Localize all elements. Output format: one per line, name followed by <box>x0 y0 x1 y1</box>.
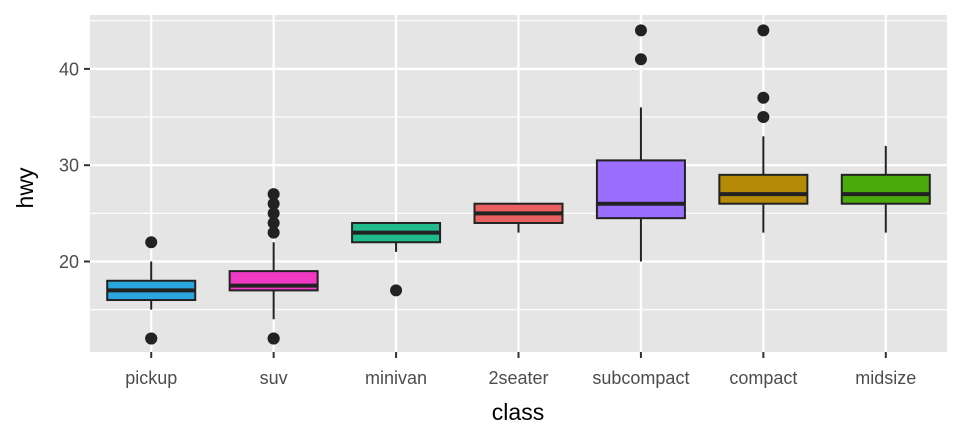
x-axis-title: class <box>492 399 544 425</box>
box-pickup <box>106 236 197 345</box>
x-tick-label: compact <box>729 368 797 388</box>
outlier-point <box>267 188 280 201</box>
outlier-point <box>757 111 770 124</box>
box-suv <box>228 188 319 345</box>
outlier-point <box>267 226 280 239</box>
boxes <box>106 24 931 345</box>
outlier-point <box>390 284 403 297</box>
outlier-point <box>145 236 158 249</box>
x-tick-label: suv <box>260 368 288 388</box>
outlier-point <box>145 332 158 345</box>
outlier-point <box>757 91 770 104</box>
x-tick-label: subcompact <box>592 368 689 388</box>
box-midsize <box>840 145 931 233</box>
y-axis: 20 30 40 <box>59 59 90 272</box>
y-tick-label: 20 <box>59 252 79 272</box>
outlier-point <box>757 24 770 37</box>
box-minivan <box>351 221 442 297</box>
x-tick-label: midsize <box>855 368 916 388</box>
outlier-point <box>267 216 280 229</box>
outlier-point <box>267 332 280 345</box>
x-tick-label: pickup <box>125 368 177 388</box>
box-2seater <box>473 202 564 233</box>
box-body <box>718 173 809 205</box>
x-tick-label: minivan <box>365 368 427 388</box>
y-axis-title: hwy <box>12 167 38 208</box>
y-tick-label: 40 <box>59 59 79 79</box>
box-compact <box>718 24 809 233</box>
outlier-point <box>634 24 647 37</box>
x-axis: pickup suv minivan 2seater subcompact compact… <box>125 352 916 388</box>
x-tick-label: 2seater <box>488 368 548 388</box>
y-tick-label: 30 <box>59 156 79 176</box>
box-body <box>840 173 931 205</box>
outlier-point <box>267 207 280 220</box>
outlier-point <box>634 53 647 66</box>
box-subcompact <box>595 24 686 262</box>
box-body <box>595 159 686 220</box>
outlier-point <box>267 197 280 210</box>
